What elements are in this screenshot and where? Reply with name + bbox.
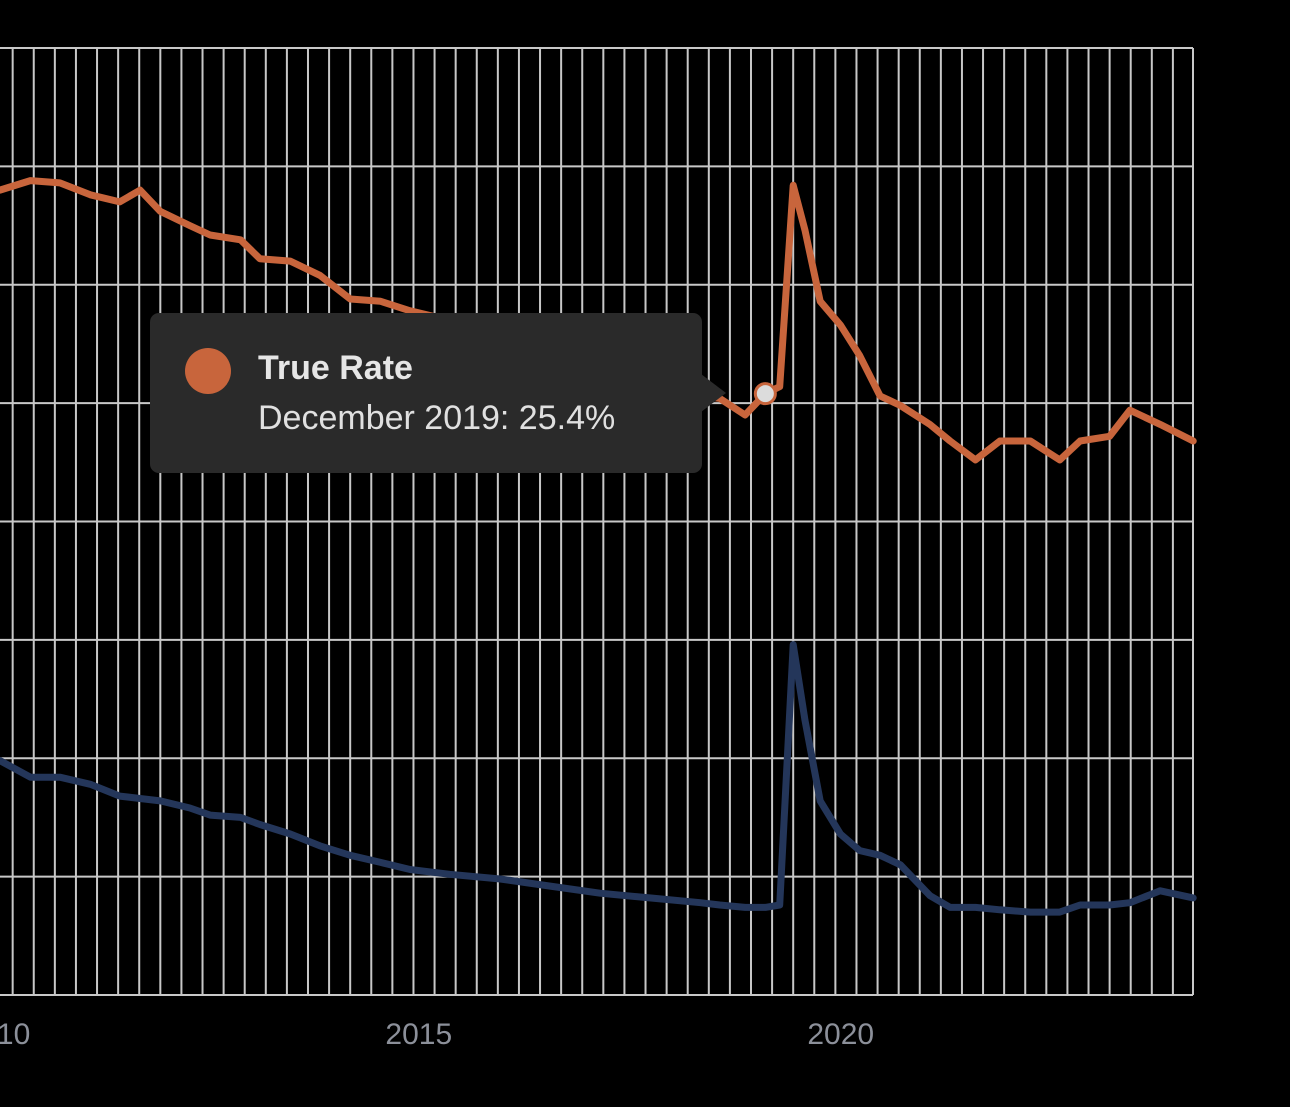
highlight-point [753, 382, 777, 406]
tooltip-pointer [701, 374, 726, 412]
x-tick-label: 2015 [385, 1018, 452, 1051]
tooltip: True Rate December 2019: 25.4% [150, 313, 726, 473]
tooltip-text: December 2019: 25.4% [258, 399, 615, 437]
x-tick-label: 2020 [807, 1018, 874, 1051]
grid [0, 47, 1194, 996]
tooltip-series: True Rate [258, 349, 413, 387]
x-tick-label: 10 [0, 1018, 30, 1051]
tooltip-box [150, 313, 702, 473]
series-line [0, 641, 1197, 916]
tooltip-swatch [185, 348, 231, 394]
